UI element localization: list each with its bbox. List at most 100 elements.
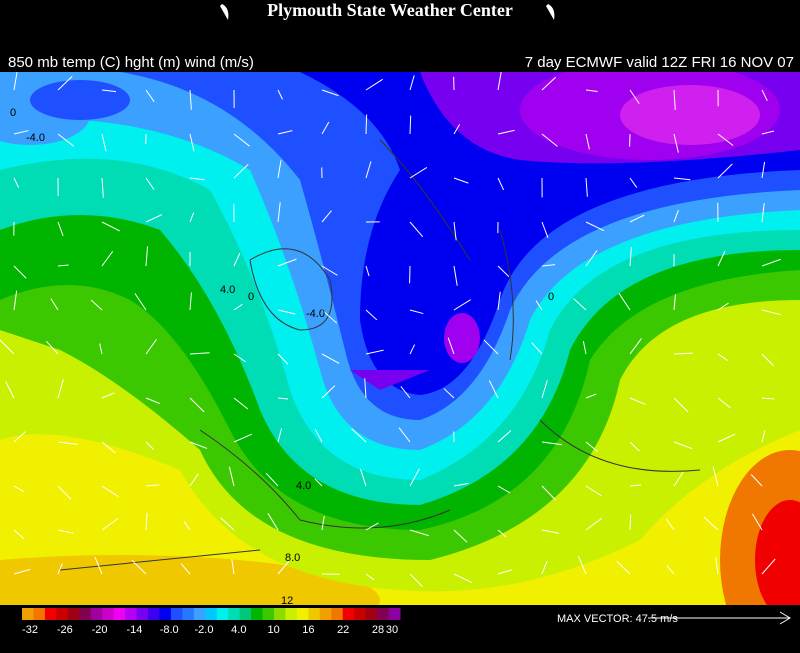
colorbar-label: -2.0 bbox=[195, 624, 214, 636]
colorbar-swatch bbox=[148, 608, 160, 620]
colorbar-swatch bbox=[365, 608, 378, 620]
wind-arrow bbox=[497, 177, 505, 191]
wind-arrow bbox=[365, 161, 372, 179]
wind-arrow bbox=[365, 349, 384, 355]
wind-arrow bbox=[145, 246, 149, 267]
colorbar-swatch bbox=[67, 608, 80, 620]
wind-arrow bbox=[541, 560, 548, 575]
wind-arrow bbox=[145, 89, 155, 103]
wind-arrow bbox=[57, 563, 63, 575]
colorbar-swatch bbox=[33, 608, 46, 620]
wind-arrow bbox=[145, 484, 160, 487]
wind-arrow bbox=[400, 386, 411, 399]
wind-arrow bbox=[673, 352, 693, 355]
colorbar-swatch bbox=[296, 608, 309, 620]
wind-arrow bbox=[189, 177, 205, 181]
wind-arrow bbox=[145, 512, 148, 531]
wind-arrow bbox=[717, 397, 731, 409]
wind-arrow bbox=[233, 252, 241, 267]
colorbar-label: 4.0 bbox=[231, 624, 246, 636]
wind-arrow bbox=[497, 72, 502, 91]
wind-arrow bbox=[535, 300, 543, 311]
wind-arrow bbox=[321, 121, 330, 135]
wind-arrow bbox=[314, 478, 323, 487]
wind-arrow bbox=[629, 89, 640, 104]
wind-arrow bbox=[398, 427, 411, 443]
wind-arrow bbox=[233, 303, 243, 311]
wind-arrow bbox=[321, 515, 325, 531]
wind-arrow bbox=[761, 397, 775, 400]
wind-arrow bbox=[57, 441, 78, 445]
wind-arrow bbox=[57, 379, 64, 399]
wind-arrow bbox=[189, 397, 205, 413]
wind-arrow bbox=[717, 163, 733, 179]
wind-arrow bbox=[267, 512, 279, 531]
wind-arrow bbox=[585, 485, 602, 497]
wind-arrow bbox=[13, 130, 29, 135]
contour-label: 8.0 bbox=[285, 552, 300, 564]
contour-label: 0 bbox=[10, 107, 16, 119]
wind-arrow bbox=[585, 249, 598, 267]
wind-arrow bbox=[277, 130, 293, 135]
colorbar-swatch bbox=[170, 608, 183, 620]
wind-arrow bbox=[717, 433, 736, 443]
colorbar-swatch bbox=[354, 608, 367, 620]
colorbar-label: 22 bbox=[337, 624, 349, 636]
wind-arrow bbox=[101, 251, 114, 267]
wind-arrow bbox=[145, 441, 155, 450]
wind-arrow bbox=[50, 298, 59, 311]
wind-arrow bbox=[673, 210, 679, 223]
wind-arrow bbox=[673, 441, 693, 450]
wind-arrow bbox=[145, 214, 163, 223]
wind-arrow bbox=[750, 474, 763, 487]
wind-arrow bbox=[189, 473, 199, 487]
wind-arrow bbox=[45, 340, 59, 355]
wind-arrow bbox=[531, 342, 543, 355]
wind-arrow bbox=[13, 568, 31, 575]
wind-arrow bbox=[629, 441, 640, 452]
wind-arrow bbox=[443, 388, 455, 399]
colorbar-swatch bbox=[79, 608, 92, 620]
wind-arrow bbox=[365, 522, 379, 531]
wind-arrow bbox=[189, 441, 208, 449]
wind-arrow bbox=[228, 466, 235, 487]
contour-label: -4.0 bbox=[306, 308, 325, 320]
wind-arrow bbox=[189, 292, 192, 311]
wind-arrow bbox=[673, 294, 676, 311]
wind-arrow bbox=[717, 302, 729, 311]
wind-arrow bbox=[233, 433, 253, 443]
wind-arrow bbox=[365, 309, 378, 321]
wind-arrow bbox=[277, 397, 289, 400]
wind-arrow bbox=[231, 559, 235, 575]
wind-arrow bbox=[717, 250, 726, 267]
wind-arrow bbox=[57, 529, 74, 534]
wind-arrow bbox=[57, 264, 69, 267]
wind-arrow bbox=[57, 133, 74, 147]
wind-arrow bbox=[541, 76, 557, 91]
wind-arrow bbox=[497, 569, 513, 575]
wind-arrow bbox=[585, 89, 598, 93]
wind-arrow bbox=[497, 129, 515, 135]
wind-arrow bbox=[57, 485, 72, 500]
colorbar-swatch bbox=[285, 608, 298, 620]
wind-arrow bbox=[453, 177, 469, 184]
wind-arrow bbox=[761, 309, 781, 316]
wind-arrow bbox=[321, 265, 338, 276]
colorbar-swatch bbox=[136, 608, 149, 620]
colorbar-label: -32 bbox=[22, 624, 38, 636]
wind-arrow bbox=[585, 177, 588, 197]
colorbar-swatch bbox=[388, 608, 401, 620]
colorbar-swatch bbox=[262, 608, 275, 620]
wind-arrow bbox=[541, 529, 560, 534]
wind-arrow bbox=[277, 309, 296, 315]
wind-arrow bbox=[189, 89, 192, 110]
wind-arrow bbox=[13, 485, 25, 492]
wind-arrow bbox=[189, 352, 210, 355]
wind-arrow bbox=[145, 397, 161, 405]
colorbar-label: 28 bbox=[372, 624, 384, 636]
wind-arrow bbox=[101, 517, 119, 531]
wind-arrow bbox=[541, 380, 548, 399]
wind-arrow bbox=[616, 560, 631, 575]
wind-arrow bbox=[497, 529, 507, 538]
